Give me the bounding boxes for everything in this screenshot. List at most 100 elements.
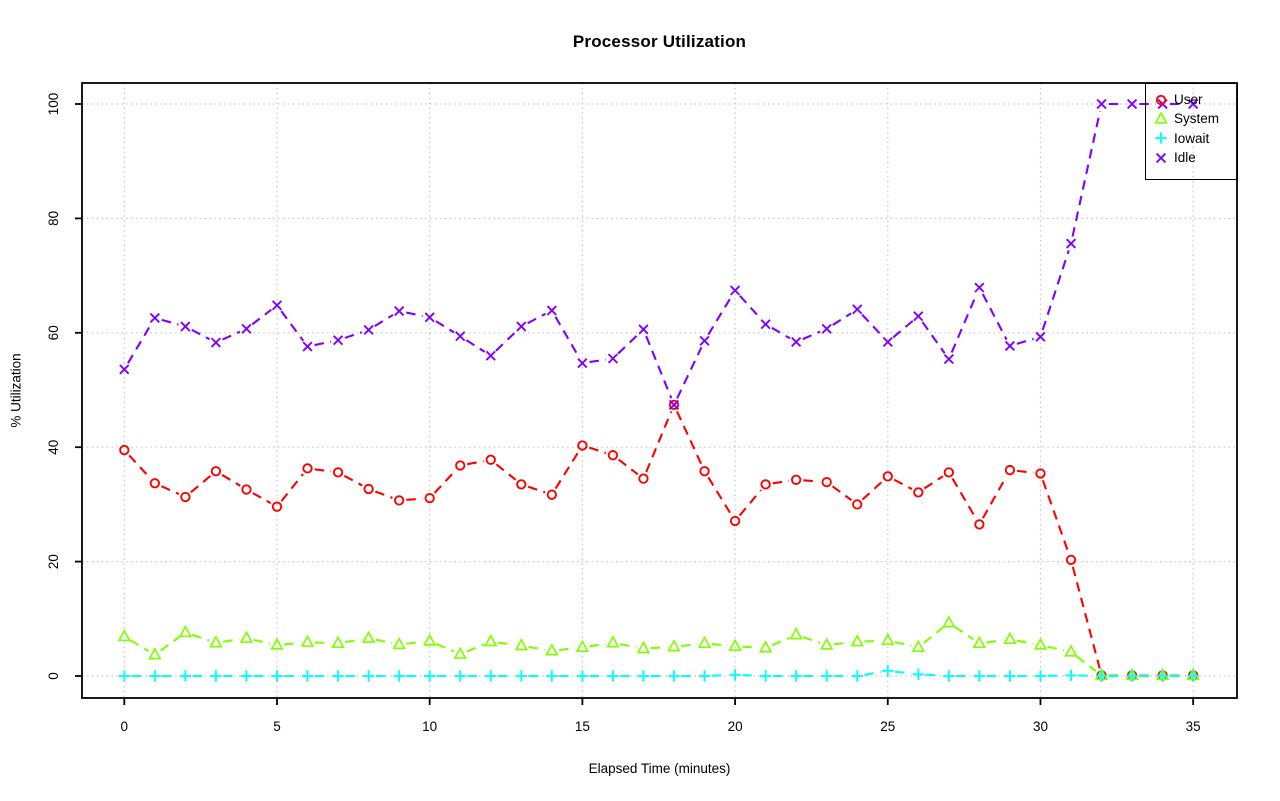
series-segment (466, 643, 485, 653)
series-segment (314, 468, 332, 473)
series-segment (833, 641, 851, 646)
series-segment (433, 470, 457, 494)
series-segment (1016, 469, 1034, 474)
x-axis-title: Elapsed Time (minutes) (588, 761, 731, 776)
series-segment (894, 670, 912, 675)
series-segment (771, 326, 791, 340)
legend-label-system: System (1174, 111, 1220, 127)
series-segment (435, 642, 455, 653)
series-segment (1016, 337, 1034, 345)
user-circle-icon (1155, 94, 1167, 105)
series-segment (892, 320, 914, 339)
series-system (117, 615, 1200, 681)
series-segment (128, 454, 151, 479)
series-segment (222, 330, 241, 341)
series-segment (645, 411, 673, 473)
series-segment (1076, 655, 1097, 672)
axes: 0 5 10 15 20 25 30 35 0 20 40 60 80 100 (46, 93, 1201, 734)
x-tick-label: 5 (273, 719, 281, 734)
series-segment (527, 312, 546, 325)
legend: User System Iowait Idle (1145, 83, 1238, 180)
series-segment (1047, 645, 1065, 652)
series-segment (831, 485, 853, 502)
series-segment (645, 335, 673, 399)
x-tick-label: 30 (1033, 719, 1048, 734)
series-segment (681, 643, 698, 648)
series-segment (284, 641, 301, 646)
series-segment (375, 638, 393, 645)
series-segment (861, 480, 884, 501)
series-segment (707, 296, 733, 336)
series-segment (982, 475, 1008, 519)
series-segment (864, 671, 881, 676)
series-segment (893, 478, 913, 490)
chart-title: Processor Utilization (572, 32, 747, 51)
series-segment (894, 641, 912, 647)
series-segment (589, 642, 606, 648)
series-segment (344, 638, 362, 644)
series-segment (127, 323, 153, 364)
gridlines (82, 83, 1237, 698)
series-segment (711, 643, 729, 647)
series-segment (554, 451, 580, 490)
idle-x-icon (1155, 152, 1167, 163)
series-segment (954, 625, 975, 641)
series-segment (495, 463, 517, 481)
series-iowait (118, 665, 1199, 682)
series-segment (803, 479, 820, 483)
series-segment (251, 308, 272, 326)
series-segment (495, 330, 517, 352)
series-segment (221, 474, 241, 487)
series-segment (191, 633, 210, 642)
x-tick-label: 25 (880, 719, 895, 734)
series-segment (160, 485, 180, 495)
series-segment (832, 312, 852, 326)
series-segment (280, 473, 304, 502)
series-segment (190, 475, 212, 494)
x-tick-label: 10 (422, 719, 437, 734)
x-tick-label: 0 (121, 719, 129, 734)
series-segment (467, 460, 484, 466)
series-segment (1041, 479, 1070, 554)
system-triangle-icon (1154, 111, 1168, 124)
series-segment (864, 639, 881, 643)
plot-border (81, 82, 1238, 699)
series-idle (119, 98, 1199, 410)
series-segment (435, 320, 455, 334)
series-segment (617, 458, 639, 476)
legend-label-idle: Idle (1174, 150, 1196, 166)
legend-item-idle: Idle (1146, 148, 1237, 167)
series-segment (802, 330, 821, 341)
series-segment (739, 295, 762, 320)
series-segment (161, 318, 179, 326)
series-segment (160, 635, 181, 652)
series-segment (1016, 639, 1034, 645)
series-segment (252, 492, 272, 505)
series-segment (344, 331, 363, 339)
series-segment (950, 293, 978, 353)
series-segment (986, 639, 1003, 644)
series-segment (1041, 250, 1070, 331)
series-segment (617, 333, 639, 355)
legend-label-user: User (1174, 91, 1203, 107)
series-segment (253, 638, 271, 645)
series-segment (406, 640, 423, 645)
series-segment (923, 626, 944, 644)
y-tick-label: 20 (46, 554, 61, 569)
series-segment (742, 645, 759, 649)
series-user (119, 399, 1199, 681)
x-tick-label: 15 (575, 719, 590, 734)
series-segment (343, 474, 363, 487)
legend-item-iowait: Iowait (1146, 129, 1237, 148)
y-tick-label: 40 (46, 440, 61, 455)
series-segment (802, 636, 821, 644)
series-segment (588, 446, 607, 455)
legend-label-iowait: Iowait (1174, 130, 1210, 146)
x-tick-label: 35 (1186, 719, 1201, 734)
series-segment (861, 313, 884, 338)
series-segment (771, 636, 790, 647)
series-segment (650, 646, 667, 650)
series-segment (527, 485, 546, 494)
